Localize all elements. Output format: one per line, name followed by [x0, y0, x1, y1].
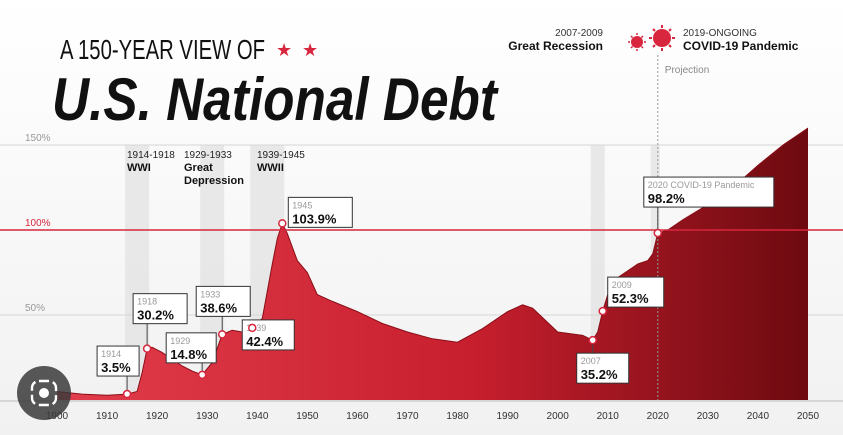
recession-years: 2007-2009: [555, 28, 603, 39]
annotation-box: [96, 345, 140, 377]
wwii-years: 1939-1945: [257, 150, 305, 161]
covid-label: COVID-19 Pandemic: [683, 39, 799, 53]
annotation-value: 103.9%: [292, 211, 337, 226]
annotation-value: 14.8%: [170, 347, 207, 362]
depression-label-1: Great: [184, 162, 213, 174]
x-tick-label: 2010: [597, 411, 620, 422]
annotation-year: 1933: [200, 289, 220, 299]
depression-years: 1929-1933: [184, 150, 232, 161]
covid-years: 2019-ONGOING: [683, 28, 757, 39]
virus-icon: [649, 25, 675, 51]
star-icon: ★: [276, 40, 292, 60]
annotation-value: 52.3%: [612, 291, 649, 306]
annotation-point: [598, 306, 607, 316]
x-tick-label: 1910: [96, 411, 119, 422]
annotation: 193942.4%: [241, 319, 295, 351]
annotation-box: [165, 332, 217, 364]
wwii-label: WWII: [257, 162, 284, 174]
star-icon: ★: [302, 40, 318, 60]
chart-title: U.S. National Debt: [52, 66, 500, 133]
annotation-value: 98.2%: [648, 191, 685, 206]
annotation-point: [653, 228, 663, 238]
recession-label: Great Recession: [508, 39, 603, 53]
x-tick-label: 1990: [496, 411, 519, 422]
x-tick-label: 1930: [196, 411, 219, 422]
x-tick-label: 2030: [697, 411, 720, 422]
x-tick-label: 1970: [396, 411, 419, 422]
lens-icon[interactable]: [17, 366, 71, 420]
chart-subtitle: A 150-YEAR VIEW OF: [60, 34, 265, 65]
y-tick-label: 100%: [25, 218, 51, 229]
annotation-year: 2007: [581, 356, 601, 366]
x-axis: 1900191019201930194019501960197019801990…: [0, 400, 843, 422]
y-tick-label: 150%: [25, 133, 51, 144]
annotation-year: 2020 COVID-19 Pandemic: [648, 180, 755, 190]
x-tick-label: 2050: [797, 411, 820, 422]
x-tick-label: 1940: [246, 411, 269, 422]
x-tick-label: 2020: [647, 411, 670, 422]
y-tick-label: 50%: [25, 303, 45, 314]
annotations: 19143.5%191830.2%192914.8%193338.6%19394…: [96, 176, 775, 399]
depression-label-2: Depression: [184, 175, 244, 187]
annotation-year: 1945: [292, 200, 312, 210]
annotation-point: [217, 330, 227, 339]
x-tick-label: 1920: [146, 411, 169, 422]
annotation-year: 2009: [612, 280, 632, 290]
annotation-point: [197, 370, 207, 380]
annotation-point: [122, 389, 132, 399]
annotation-value: 30.2%: [137, 308, 174, 323]
annotation-box: [576, 352, 630, 384]
annotation-box: [607, 276, 665, 308]
annotation-value: 3.5%: [101, 360, 131, 375]
x-tick-label: 1960: [346, 411, 369, 422]
x-tick-label: 2000: [547, 411, 570, 422]
wwi-label: WWI: [127, 162, 151, 174]
annotation-year: 1914: [101, 349, 121, 359]
annotation-point: [588, 335, 597, 345]
x-tick-label: 1950: [296, 411, 319, 422]
annotation-year: 1918: [137, 297, 157, 307]
wwi-years: 1914-1918: [127, 150, 175, 161]
annotation-point: [278, 219, 287, 228]
annotation-box: [287, 196, 353, 228]
x-tick-label: 1980: [446, 411, 469, 422]
annotation-value: 35.2%: [581, 367, 618, 382]
event-labels: 1914-1918 WWI 1929-1933 Great Depression…: [127, 28, 799, 187]
annotation-box: [195, 285, 251, 317]
annotation-point: [142, 344, 152, 353]
annotation-box: [643, 176, 775, 208]
virus-icon: [628, 33, 646, 51]
annotation-year: 1929: [170, 336, 190, 346]
annotation-box: [132, 293, 188, 325]
annotation-value: 38.6%: [200, 300, 237, 315]
projection-label: Projection: [665, 65, 709, 76]
x-tick-label: 2040: [747, 411, 770, 422]
annotation-point: [248, 323, 257, 333]
annotation-value: 42.4%: [246, 334, 283, 349]
